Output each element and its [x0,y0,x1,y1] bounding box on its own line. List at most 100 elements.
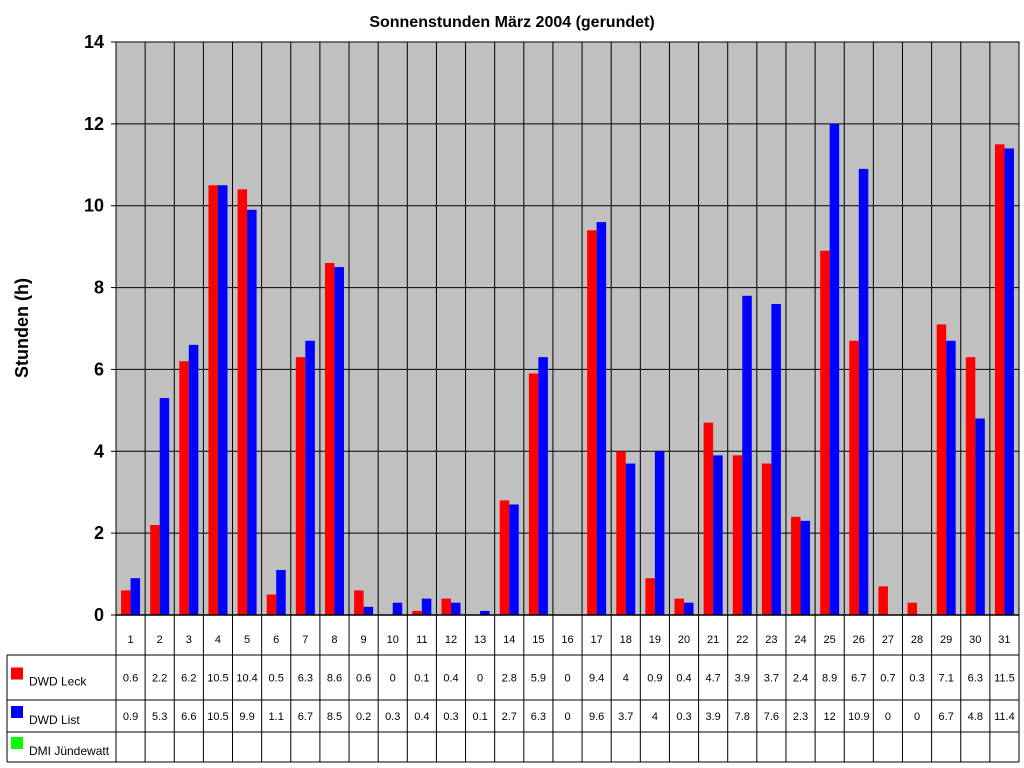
bar-dwd-leck-19 [645,578,655,615]
legend-swatch [11,706,23,718]
bar-dwd-list-8 [334,267,344,615]
bar-dwd-leck-18 [616,451,626,615]
x-tick-label: 3 [186,634,192,646]
bar-dwd-leck-28 [907,602,918,615]
bar-dwd-leck-9 [354,590,364,615]
x-tick-label: 19 [649,634,661,646]
data-table-cell: 0.9 [123,711,138,723]
y-tick-label: 0 [94,605,104,625]
data-table-cell: 0.4 [676,673,691,685]
data-table-cell: 7.8 [735,711,750,723]
bar-dwd-leck-6 [266,594,277,615]
x-tick-label: 21 [707,634,719,646]
x-tick-label: 26 [853,634,865,646]
bar-dwd-leck-7 [295,357,306,615]
x-tick-label: 6 [273,634,279,646]
bar-dwd-list-11 [421,598,432,615]
data-table-cell: 9.9 [239,711,254,723]
data-table-cell: 6.2 [181,673,196,685]
bar-dwd-leck-12 [441,598,451,615]
x-tick-label: 25 [824,634,836,646]
bar-dwd-list-25 [829,123,840,615]
x-tick-label: 15 [532,634,544,646]
x-tick-label: 13 [474,634,486,646]
bar-dwd-leck-20 [674,598,685,615]
bar-dwd-leck-3 [179,361,189,615]
bar-dwd-leck-27 [878,586,888,615]
data-table-cell: 3.9 [735,673,750,685]
data-table-cell: 2.8 [502,673,517,685]
y-tick-label: 6 [94,359,104,379]
data-table-cell: 0 [914,711,920,723]
legend-label: DMI Jündewatt [29,744,110,758]
bar-dwd-list-1 [130,578,141,615]
x-tick-label: 14 [503,634,515,646]
data-table-cell: 3.9 [705,711,720,723]
bar-dwd-list-20 [684,602,694,615]
data-table-cell: 5.9 [531,673,546,685]
bar-dwd-list-21 [713,455,723,615]
y-tick-label: 8 [94,278,104,298]
bar-dwd-leck-17 [587,230,597,615]
legend-swatch [11,667,23,680]
data-table-cell: 0.4 [443,673,458,685]
legend-label: DWD Leck [29,675,87,689]
x-tick-label: 8 [331,634,337,646]
data-table-cell: 2.7 [502,711,517,723]
bar-dwd-leck-1 [121,590,131,615]
data-table-cell: 0.7 [880,673,895,685]
bar-dwd-leck-25 [820,250,830,615]
data-table-cell: 0.1 [472,711,487,723]
data-table-cell: 5.3 [152,711,167,723]
data-table-cell: 6.7 [939,711,954,723]
x-tick-label: 28 [911,634,923,646]
bar-dwd-list-26 [858,168,869,615]
y-tick-label: 2 [94,523,104,543]
x-tick-label: 1 [128,634,134,646]
bar-dwd-leck-11 [412,610,422,615]
bar-dwd-leck-24 [791,516,801,615]
x-tick-label: 5 [244,634,250,646]
legend-swatch [11,737,23,749]
data-table-cell: 7.6 [764,711,779,723]
data-table-cell: 12 [824,711,836,723]
y-tick-label: 14 [84,32,104,52]
bar-dwd-list-15 [538,357,548,615]
bar-dwd-list-12 [450,602,461,615]
data-table-cell: 11.4 [994,711,1015,723]
bar-dwd-leck-14 [499,500,510,615]
bar-dwd-list-24 [800,520,811,615]
x-tick-label: 17 [591,634,603,646]
data-table: 1 2 3 4 5 6 7 8 9 10 11 12 13 14 15 16 17 18 19 20 21 22 23 24 2… [6,615,1020,763]
bar-dwd-list-4 [217,185,228,615]
data-table-cell: 6.3 [298,673,313,685]
data-table-cell: 0 [477,673,483,685]
bar-dwd-leck-8 [324,263,335,615]
bar-dwd-list-2 [159,398,170,615]
bar-dwd-leck-5 [237,189,248,616]
data-table-cell: 0.2 [356,711,371,723]
bar-dwd-list-14 [509,504,519,615]
bar-dwd-leck-31 [994,144,1005,616]
x-tick-label: 23 [765,634,777,646]
data-table-cell: 0.3 [909,673,924,685]
bar-dwd-list-17 [596,222,607,616]
bar-dwd-leck-2 [150,524,160,615]
data-table-cell: 8.6 [327,673,342,685]
x-tick-label: 7 [302,634,308,646]
legend-label: DWD List [29,713,80,727]
x-tick-label: 4 [215,634,221,646]
bar-dwd-list-7 [305,340,315,615]
y-tick-label: 4 [94,441,104,461]
bar-dwd-leck-21 [703,422,714,615]
data-table-cell: 10.9 [848,711,869,723]
data-table-cell: 1.1 [269,711,284,723]
bar-dwd-leck-22 [732,455,743,615]
x-tick-label: 30 [969,634,981,646]
data-table-cell: 6.3 [531,711,546,723]
bar-dwd-leck-30 [965,357,976,615]
data-table-cell: 0 [390,673,396,685]
data-table-cell: 9.6 [589,711,604,723]
x-tick-label: 2 [157,634,163,646]
data-table-cell: 0.1 [414,673,429,685]
